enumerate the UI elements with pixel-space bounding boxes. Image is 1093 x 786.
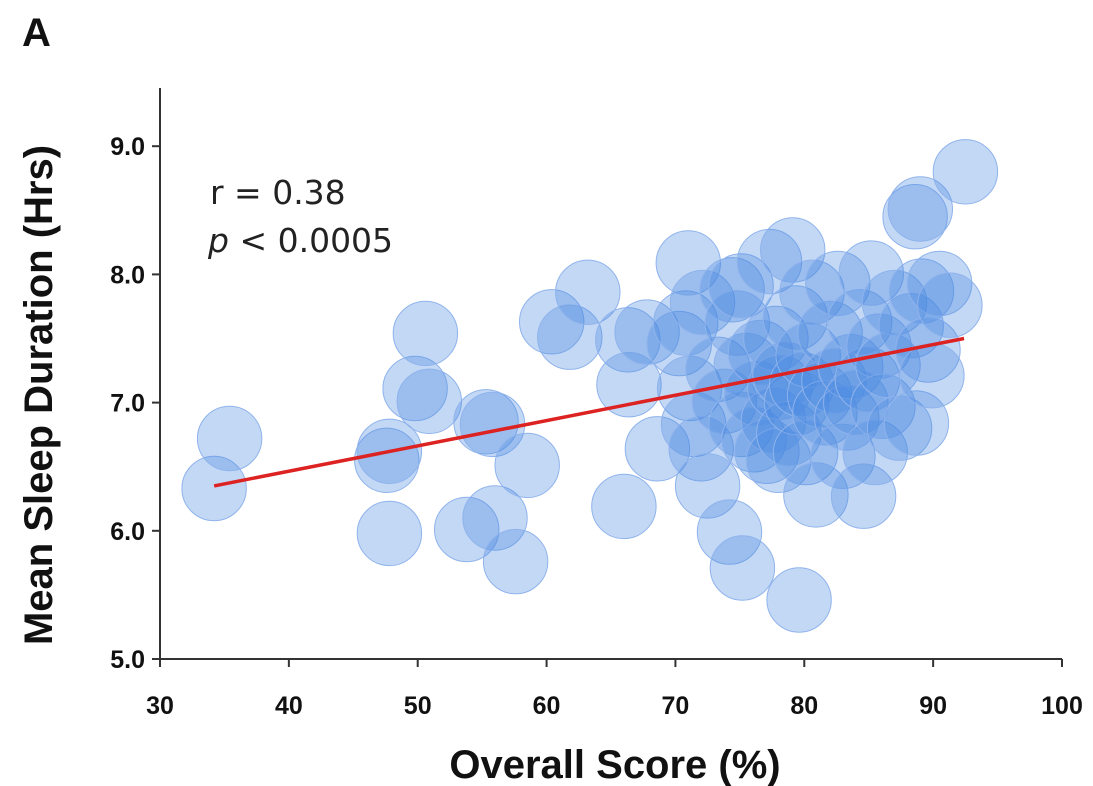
data-point-bubble	[181, 455, 247, 522]
data-point-bubble	[850, 373, 916, 440]
x-tick-label: 80	[790, 692, 818, 720]
data-point-bubble	[917, 272, 983, 338]
x-tick-label: 100	[1041, 692, 1083, 720]
data-point-bubble	[861, 269, 928, 336]
data-point-bubble	[691, 368, 758, 434]
correlation-r-label: r = 0.38	[210, 173, 346, 212]
trend-line	[213, 336, 965, 488]
y-tick-label: 6.0	[110, 518, 145, 546]
data-point-bubble	[838, 240, 904, 306]
data-point-bubble	[709, 535, 776, 601]
data-point-bubble	[779, 259, 845, 325]
data-point-bubble	[382, 355, 448, 422]
data-point-bubble	[846, 313, 912, 379]
data-point-bubble	[727, 319, 794, 386]
p-value-label: p < 0.0005	[207, 221, 393, 260]
data-point-bubble	[537, 304, 603, 370]
data-point-bubble	[899, 343, 965, 409]
y-tick-label: 8.0	[110, 261, 145, 289]
data-point-bubble	[354, 427, 420, 493]
y-axis-ticks: 5.0 6.0 7.0 8.0 9.0	[110, 133, 160, 674]
x-tick-label: 60	[533, 692, 561, 720]
y-tick-label: 7.0	[110, 390, 145, 418]
x-tick-label: 90	[919, 692, 947, 720]
data-point-bubble	[674, 453, 741, 519]
data-point-bubble	[766, 567, 832, 633]
data-point-bubble	[932, 139, 999, 205]
x-tick-label: 40	[275, 692, 303, 720]
data-point-bubble	[519, 289, 585, 355]
data-point-bubble	[801, 348, 867, 414]
data-point-bubble	[734, 418, 800, 484]
x-tick-label: 70	[662, 692, 690, 720]
data-point-bubble	[196, 405, 263, 472]
p-value-text: < 0.0005	[229, 221, 393, 260]
data-point-bubble	[783, 462, 849, 528]
data-point-bubble	[392, 300, 459, 367]
x-tick-label: 30	[146, 692, 174, 720]
data-point-bubble	[462, 485, 528, 551]
data-point-bubble	[713, 332, 779, 399]
x-tick-label: 50	[404, 692, 432, 720]
data-point-bubble	[656, 355, 723, 422]
data-point-bubble	[906, 250, 973, 317]
data-point-bubble	[434, 496, 500, 563]
data-point-bubble	[883, 390, 950, 456]
x-axis-ticks: 30 40 50 60 70 80 90 100	[146, 659, 1083, 720]
data-point-bubble	[646, 310, 712, 377]
data-point-bubble	[356, 500, 423, 567]
data-point-bubble	[842, 419, 908, 486]
data-point-bubble	[805, 250, 871, 317]
data-point-bubble	[653, 290, 719, 356]
panel-label: A	[22, 11, 51, 55]
y-axis-title: Mean Sleep Duration (Hrs)	[17, 145, 61, 645]
y-tick-label: 5.0	[110, 646, 145, 674]
data-point-bubble	[760, 217, 826, 283]
data-point-bubble	[696, 499, 763, 565]
x-axis-title: Overall Score (%)	[449, 743, 780, 786]
data-point-bubble	[494, 432, 560, 499]
data-point-bubble	[887, 176, 953, 242]
data-point-bubble	[655, 230, 721, 296]
data-point-bubble	[895, 317, 961, 383]
p-symbol: p	[207, 221, 229, 260]
data-point-bubble	[830, 463, 897, 529]
y-tick-label: 9.0	[110, 133, 145, 161]
data-point-bubble	[482, 528, 549, 595]
axes	[159, 88, 1062, 660]
data-point-bubble	[772, 419, 839, 486]
bubble-layer	[181, 139, 999, 633]
data-point-bubble	[396, 368, 462, 434]
data-point-bubble	[708, 253, 774, 319]
data-point-bubble	[453, 389, 519, 455]
data-point-bubble	[591, 473, 657, 540]
data-point-bubble	[555, 259, 621, 325]
data-point-bubble	[704, 290, 770, 356]
data-point-bubble	[827, 289, 893, 355]
